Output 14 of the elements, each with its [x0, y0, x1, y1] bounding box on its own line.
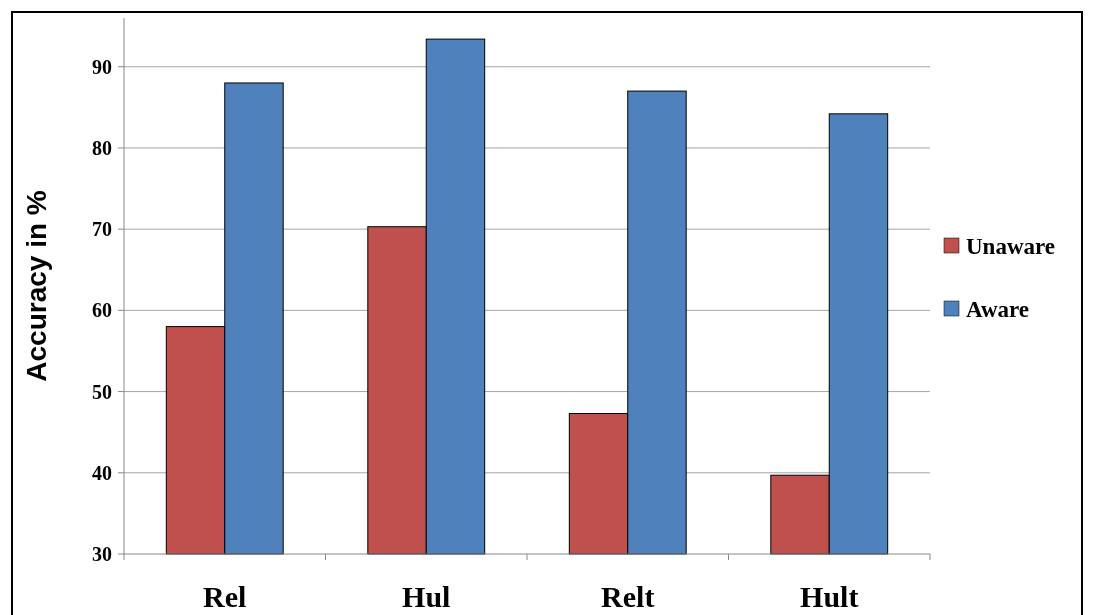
- y-axis-title: Accuracy in %: [21, 190, 52, 382]
- y-tick-label: 50: [92, 380, 112, 403]
- legend-label: Unaware: [966, 234, 1056, 260]
- y-tick-label: 80: [92, 136, 112, 159]
- x-tick-label: Hul: [402, 580, 451, 613]
- x-tick-label: Hult: [800, 580, 859, 613]
- y-tick-label: 40: [92, 461, 112, 484]
- y-tick-label: 70: [92, 218, 112, 241]
- y-tick-label: 30: [92, 543, 112, 565]
- y-tick-label: 90: [92, 55, 112, 78]
- y-tick-label: 60: [92, 299, 112, 322]
- legend-label: Aware: [966, 297, 1030, 323]
- x-tick-label: Rel: [203, 580, 247, 613]
- x-tick-label: Relt: [601, 580, 655, 613]
